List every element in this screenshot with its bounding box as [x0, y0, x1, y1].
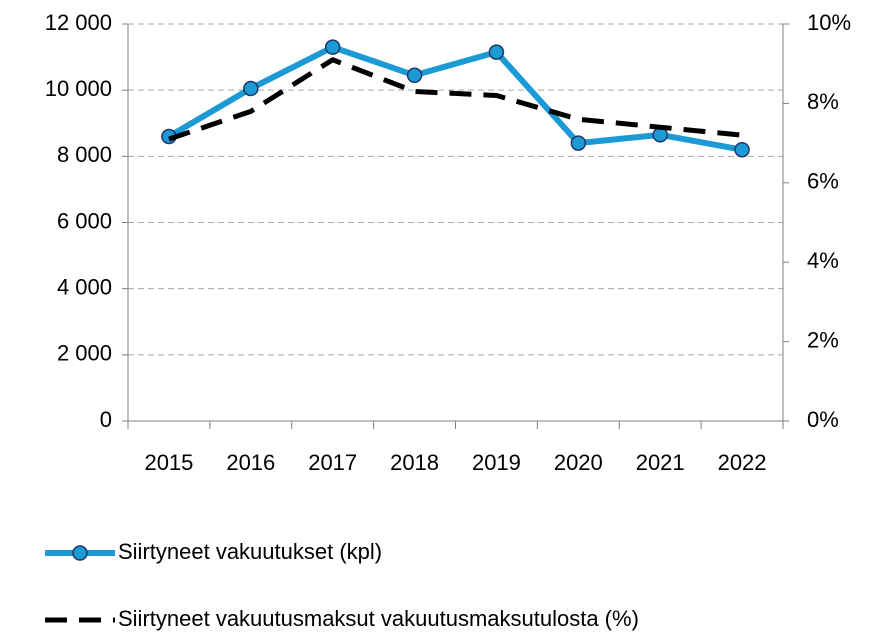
series-marker: [488, 44, 505, 60]
series-line: [167, 44, 743, 153]
series-marker: [324, 39, 341, 55]
series-marker: [243, 80, 259, 97]
y2-tick-label: 6%: [807, 169, 839, 194]
y-tick-label: 0: [100, 407, 112, 432]
x-tick-label: 2019: [472, 450, 521, 475]
y-tick-label: 6 000: [57, 208, 112, 233]
legend-label: Siirtyneet vakuutusmaksut vakuutusmaksut…: [118, 606, 639, 631]
series-marker: [406, 67, 423, 84]
series-line: [168, 57, 743, 142]
y2-tick-label: 0%: [807, 407, 839, 432]
y-tick-label: 2 000: [57, 341, 112, 366]
x-tick-label: 2022: [718, 450, 767, 475]
x-tick-label: 2015: [144, 450, 193, 475]
x-tick-label: 2020: [554, 450, 603, 475]
y-tick-label: 8 000: [57, 142, 112, 167]
x-tick-label: 2021: [636, 450, 685, 475]
y2-tick-label: 2%: [807, 327, 839, 352]
y-tick-label: 10 000: [45, 76, 112, 101]
x-tick-label: 2017: [308, 450, 357, 475]
y-tick-label: 4 000: [57, 274, 112, 299]
series-marker: [734, 141, 750, 158]
x-tick-label: 2016: [226, 450, 275, 475]
series-marker: [570, 135, 587, 151]
y2-tick-label: 10%: [807, 10, 851, 35]
x-tick-label: 2018: [390, 450, 439, 475]
y2-tick-label: 8%: [807, 89, 839, 114]
legend-label: Siirtyneet vakuutukset (kpl): [118, 539, 382, 564]
legend-marker: [72, 545, 88, 561]
y-tick-label: 12 000: [45, 10, 112, 35]
y2-tick-label: 4%: [807, 248, 839, 273]
